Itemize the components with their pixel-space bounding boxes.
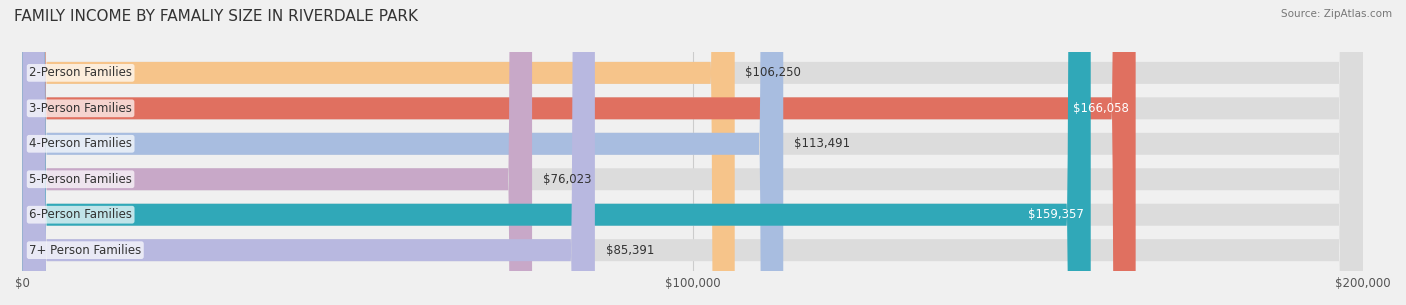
Text: Source: ZipAtlas.com: Source: ZipAtlas.com	[1281, 9, 1392, 19]
Text: 6-Person Families: 6-Person Families	[30, 208, 132, 221]
FancyBboxPatch shape	[22, 0, 1364, 305]
Text: $106,250: $106,250	[745, 66, 801, 79]
FancyBboxPatch shape	[22, 0, 1136, 305]
FancyBboxPatch shape	[22, 0, 531, 305]
Text: $85,391: $85,391	[606, 244, 654, 257]
Text: FAMILY INCOME BY FAMALIY SIZE IN RIVERDALE PARK: FAMILY INCOME BY FAMALIY SIZE IN RIVERDA…	[14, 9, 418, 24]
FancyBboxPatch shape	[22, 0, 735, 305]
Text: $76,023: $76,023	[543, 173, 592, 186]
FancyBboxPatch shape	[22, 0, 595, 305]
Text: 3-Person Families: 3-Person Families	[30, 102, 132, 115]
Text: $159,357: $159,357	[1028, 208, 1084, 221]
FancyBboxPatch shape	[22, 0, 1364, 305]
FancyBboxPatch shape	[22, 0, 783, 305]
Text: 4-Person Families: 4-Person Families	[30, 137, 132, 150]
Text: 7+ Person Families: 7+ Person Families	[30, 244, 142, 257]
FancyBboxPatch shape	[22, 0, 1364, 305]
FancyBboxPatch shape	[22, 0, 1091, 305]
Text: 5-Person Families: 5-Person Families	[30, 173, 132, 186]
FancyBboxPatch shape	[22, 0, 1364, 305]
Text: 2-Person Families: 2-Person Families	[30, 66, 132, 79]
FancyBboxPatch shape	[22, 0, 1364, 305]
FancyBboxPatch shape	[22, 0, 1364, 305]
Text: $113,491: $113,491	[794, 137, 851, 150]
Text: $166,058: $166,058	[1073, 102, 1129, 115]
